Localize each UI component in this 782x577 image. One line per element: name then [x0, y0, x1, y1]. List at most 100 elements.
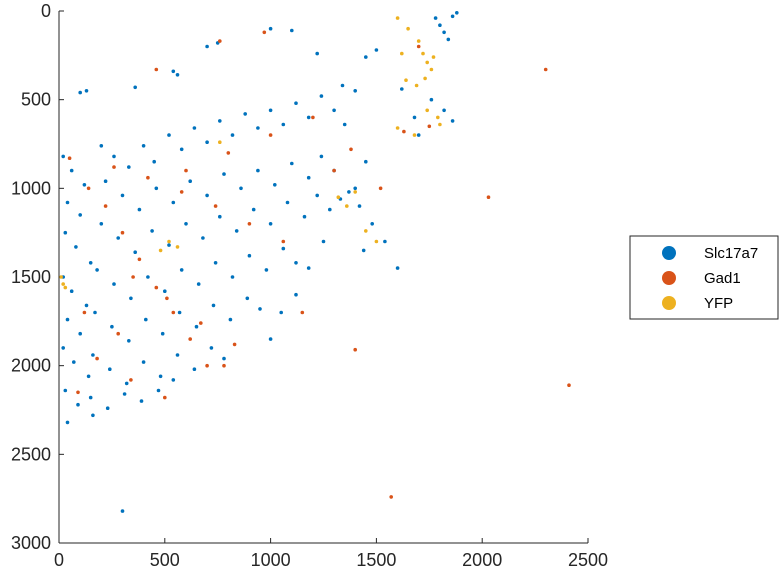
data-point — [86, 374, 91, 379]
x-tick-label: 2500 — [568, 550, 608, 570]
data-point — [63, 230, 68, 235]
data-point — [364, 229, 368, 233]
data-point — [321, 239, 326, 244]
data-point — [179, 268, 184, 272]
data-point — [281, 122, 286, 127]
data-point — [184, 168, 188, 173]
data-point — [91, 413, 95, 418]
data-point — [146, 275, 150, 279]
data-point — [163, 395, 167, 400]
data-point — [247, 222, 252, 226]
data-point — [383, 239, 387, 244]
legend-marker-gad1 — [662, 271, 676, 285]
data-point — [88, 261, 93, 265]
data-point — [167, 239, 171, 244]
data-point — [112, 282, 116, 286]
data-point — [144, 317, 148, 322]
data-point — [63, 388, 68, 393]
data-point — [179, 190, 184, 194]
data-point — [99, 222, 104, 226]
data-point — [158, 248, 163, 253]
data-point — [218, 140, 222, 144]
data-point — [222, 356, 226, 361]
data-point — [218, 39, 222, 43]
data-point — [421, 51, 425, 56]
data-point — [196, 282, 201, 286]
legend-box — [629, 235, 779, 320]
data-point — [137, 257, 142, 262]
data-point — [112, 165, 116, 169]
data-point — [450, 14, 455, 19]
data-point — [342, 122, 347, 127]
data-point — [120, 509, 125, 513]
data-point — [141, 360, 146, 364]
data-point — [361, 248, 366, 253]
data-point — [455, 11, 459, 15]
data-point — [59, 275, 63, 279]
data-point — [156, 388, 161, 393]
data-point — [429, 67, 434, 72]
data-point — [103, 204, 108, 208]
data-point — [154, 186, 159, 191]
data-point — [103, 179, 108, 183]
data-point — [353, 89, 358, 93]
data-point — [61, 154, 65, 159]
data-point — [105, 406, 110, 411]
data-point — [150, 229, 154, 233]
data-point — [395, 266, 400, 270]
data-point — [416, 39, 421, 43]
data-point — [127, 165, 131, 169]
data-point — [110, 324, 114, 329]
data-point — [340, 83, 345, 88]
series-gad1 — [67, 30, 571, 499]
data-point — [188, 337, 192, 341]
data-point — [205, 363, 209, 368]
data-point — [395, 126, 400, 130]
data-point — [450, 119, 455, 123]
data-point — [171, 69, 176, 74]
data-point — [137, 207, 142, 212]
data-point — [268, 222, 273, 226]
data-point — [69, 289, 74, 294]
data-point — [332, 168, 336, 173]
data-point — [72, 360, 76, 364]
data-point — [374, 239, 379, 244]
data-point — [302, 214, 307, 219]
data-point — [116, 236, 120, 240]
data-point — [108, 367, 112, 372]
data-point — [65, 420, 70, 425]
x-tick-label: 0 — [54, 550, 64, 570]
legend-label-slc17a7: Slc17a7 — [704, 245, 758, 262]
data-point — [285, 200, 290, 205]
data-point — [425, 60, 430, 65]
data-point — [165, 296, 169, 301]
data-point — [406, 26, 410, 31]
data-point — [349, 147, 353, 152]
data-point — [171, 200, 176, 205]
data-point — [264, 268, 269, 272]
data-point — [82, 183, 87, 187]
data-point — [88, 395, 93, 400]
data-point — [294, 292, 298, 297]
data-point — [78, 90, 82, 95]
data-point — [395, 16, 400, 20]
data-point — [141, 144, 146, 148]
data-point — [188, 179, 192, 183]
data-point — [199, 321, 203, 325]
data-point — [184, 222, 188, 226]
y-tick-label: 2000 — [11, 356, 51, 376]
data-point — [262, 30, 267, 35]
data-point — [332, 108, 336, 113]
data-point — [268, 133, 273, 137]
data-point — [171, 310, 176, 315]
data-point — [256, 126, 260, 130]
data-point — [400, 87, 404, 91]
data-point — [84, 303, 89, 308]
x-tick-label: 2000 — [462, 550, 502, 570]
data-point — [429, 97, 434, 102]
data-point — [364, 55, 368, 59]
data-point — [209, 346, 214, 350]
data-point — [91, 353, 95, 357]
data-point — [353, 190, 358, 194]
data-point — [433, 16, 438, 20]
